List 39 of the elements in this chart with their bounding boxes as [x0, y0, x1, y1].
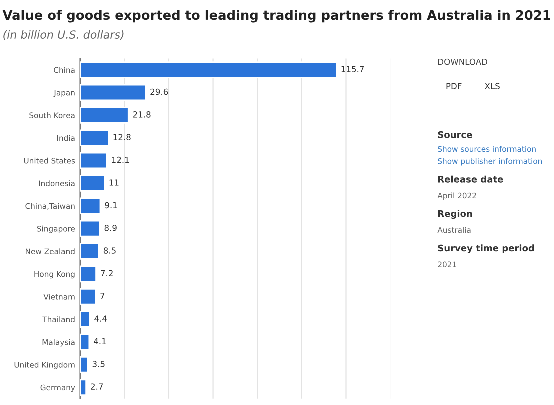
- text: PDF: [446, 83, 462, 90]
- bar: [80, 198, 102, 215]
- chart-title: Value of goods exported to leading trading partners from Australia in 2021: [2, 10, 550, 23]
- bar: [80, 107, 130, 124]
- chart-subtitle: (in billion U.S. dollars): [4, 30, 124, 40]
- data-label: 4.1: [94, 338, 106, 345]
- data-label: 7: [100, 293, 105, 300]
- bar: [80, 130, 110, 147]
- data-label: 8.9: [104, 224, 117, 232]
- bar: [80, 84, 147, 102]
- bar: [80, 243, 100, 260]
- bar: [80, 356, 89, 374]
- text: XLS: [485, 83, 500, 90]
- data-label: 8.5: [104, 248, 116, 254]
- bar: [80, 288, 97, 306]
- data-label: 21.8: [133, 112, 151, 118]
- data-label: 12.1: [112, 156, 130, 164]
- data-label: 3.5: [92, 361, 105, 368]
- bar: [80, 62, 338, 78]
- bar: [80, 175, 106, 192]
- data-label: 9.1: [105, 202, 118, 209]
- text: Release date: [438, 176, 504, 183]
- data-label: 2.7: [91, 384, 104, 390]
- data-label: 115.7: [342, 66, 364, 72]
- data-label: 11: [110, 180, 119, 186]
- bar: [80, 334, 90, 351]
- text: Source: [438, 131, 472, 138]
- bar: [80, 379, 88, 396]
- data-label: 4.4: [94, 316, 108, 322]
- data-label: 7.2: [101, 270, 113, 276]
- text: Survey time period: [438, 244, 534, 254]
- bar: [80, 152, 108, 170]
- bar: [80, 220, 101, 238]
- data-label: 12.8: [114, 134, 131, 141]
- data-label: 29.6: [150, 88, 168, 96]
- text: Region: [438, 210, 472, 220]
- text: DOWNLOAD: [438, 58, 488, 66]
- bar: [80, 266, 97, 283]
- bar: [80, 311, 91, 328]
